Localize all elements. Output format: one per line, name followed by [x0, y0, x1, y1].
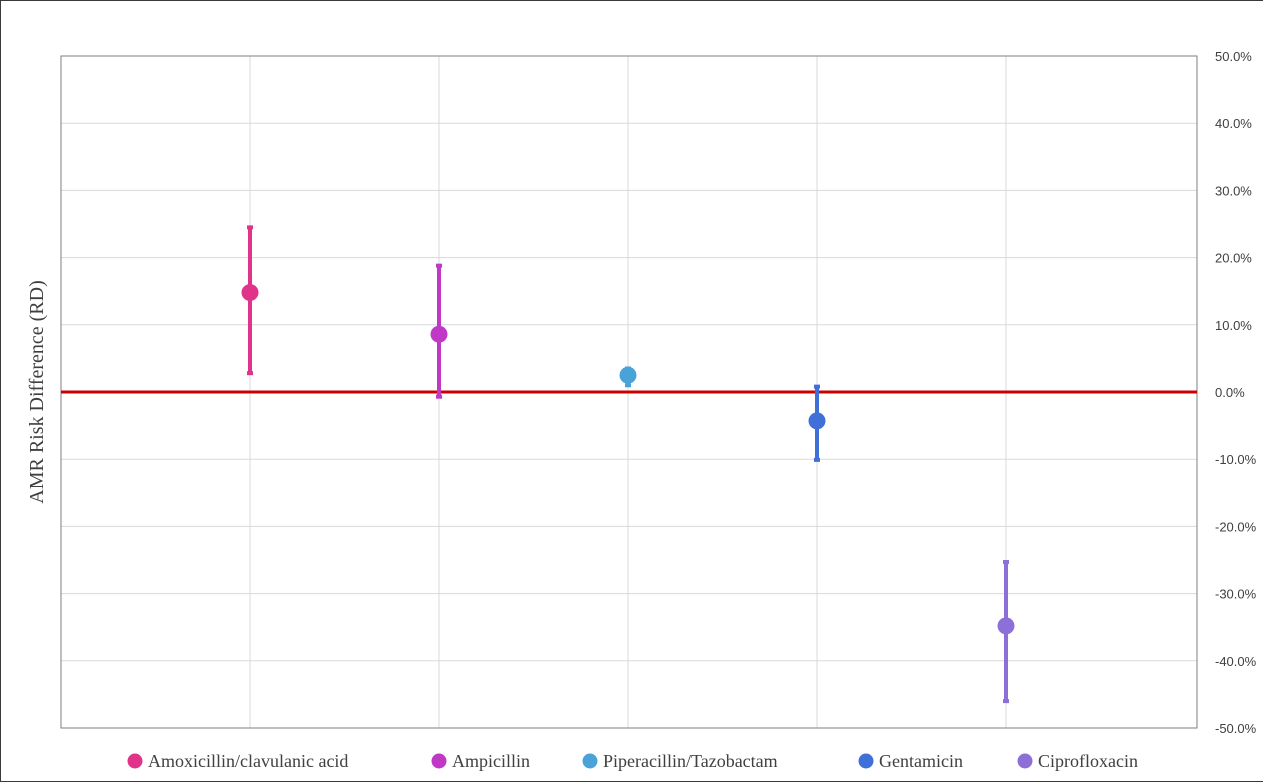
data-points: [241, 284, 1015, 635]
legend-marker: [582, 753, 598, 769]
legend-label: Ampicillin: [452, 751, 530, 771]
data-point: [997, 617, 1015, 635]
legend-item: Amoxicillin/clavulanic acid: [127, 751, 348, 771]
y-tick-label: 0.0%: [1215, 385, 1245, 400]
data-point: [619, 366, 637, 384]
y-tick-label: 20.0%: [1215, 251, 1252, 266]
legend: Amoxicillin/clavulanic acid Ampicillin Pip…: [127, 751, 1138, 771]
legend-label: Piperacillin/Tazobactam: [603, 751, 778, 771]
y-tick-label: 30.0%: [1215, 183, 1252, 198]
y-tick-label: 50.0%: [1215, 49, 1252, 64]
legend-marker: [431, 753, 447, 769]
y-tick-label: 10.0%: [1215, 318, 1252, 333]
legend-marker: [127, 753, 143, 769]
y-tick-label: -10.0%: [1215, 452, 1257, 467]
legend-label: Amoxicillin/clavulanic acid: [148, 751, 348, 771]
legend-marker: [1017, 753, 1033, 769]
data-point: [241, 284, 259, 302]
legend-item: Gentamicin: [858, 751, 963, 771]
legend-item: Ampicillin: [431, 751, 530, 771]
y-axis-tick-labels: 50.0% 40.0% 30.0% 20.0% 10.0% 0.0% -10.0% -20.0…: [1215, 49, 1257, 736]
legend-marker: [858, 753, 874, 769]
y-tick-label: -50.0%: [1215, 721, 1257, 736]
y-axis-title: AMR Risk Difference (RD): [26, 280, 48, 503]
legend-item: Piperacillin/Tazobactam: [582, 751, 778, 771]
y-tick-label: -20.0%: [1215, 519, 1257, 534]
data-point: [808, 412, 826, 430]
y-tick-label: -40.0%: [1215, 654, 1257, 669]
y-tick-label: -30.0%: [1215, 587, 1257, 602]
data-point: [430, 325, 448, 343]
y-tick-label: 40.0%: [1215, 116, 1252, 131]
legend-label: Gentamicin: [879, 751, 963, 771]
legend-item: Ciprofloxacin: [1017, 751, 1138, 771]
legend-label: Ciprofloxacin: [1038, 751, 1138, 771]
